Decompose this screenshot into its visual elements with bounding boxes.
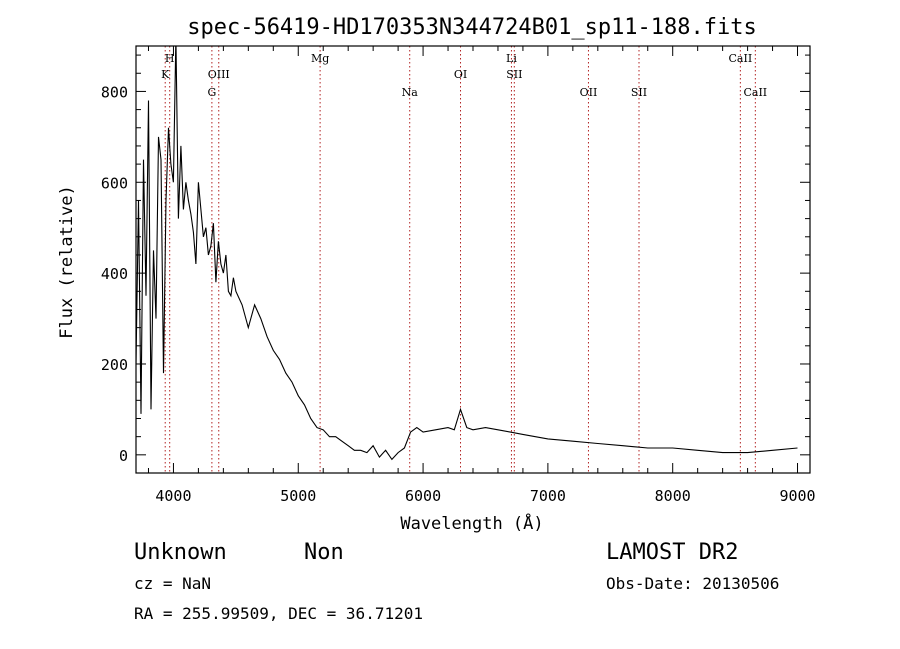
survey-label: LAMOST DR2 xyxy=(606,540,739,565)
marker-label-2: OIII xyxy=(208,68,230,81)
y-tick-label-0: 0 xyxy=(119,447,128,465)
marker-label-11: CaII xyxy=(729,52,753,65)
marker-label-6: OI xyxy=(454,68,467,81)
y-tick-label-3: 600 xyxy=(101,174,128,192)
x-tick-label-1: 5000 xyxy=(280,487,316,505)
marker-label-8: SII xyxy=(506,68,522,81)
marker-label-4: Mg xyxy=(311,52,329,65)
marker-label-1: K xyxy=(161,68,170,81)
marker-label-0: H xyxy=(165,52,175,65)
y-tick-label-1: 200 xyxy=(101,356,128,374)
x-tick-label-2: 6000 xyxy=(405,487,441,505)
redshift-label: cz = NaN xyxy=(134,574,212,593)
chart-title: spec-56419-HD170353N344724B01_sp11-188.f… xyxy=(187,15,757,40)
plot-frame xyxy=(135,45,811,474)
subclass-label: Non xyxy=(304,540,344,565)
x-tick-label-3: 7000 xyxy=(530,487,566,505)
marker-label-10: SII xyxy=(631,86,647,99)
marker-label-7: Li xyxy=(506,52,517,65)
obs-date-label: Obs-Date: 20130506 xyxy=(606,574,780,593)
y-tick-label-4: 800 xyxy=(101,83,128,101)
x-axis-label: Wavelength (Å) xyxy=(400,512,543,534)
marker-label-5: Na xyxy=(402,86,419,99)
x-tick-label-4: 8000 xyxy=(655,487,691,505)
coordinates-label: RA = 255.99509, DEC = 36.71201 xyxy=(134,604,423,623)
y-axis-label: Flux (relative) xyxy=(57,185,77,339)
x-tick-label-5: 9000 xyxy=(779,487,815,505)
marker-label-9: OII xyxy=(580,86,598,99)
marker-label-12: CaII xyxy=(743,86,767,99)
x-tick-label-0: 4000 xyxy=(155,487,191,505)
spectrum-series-line xyxy=(136,46,798,461)
axes: 4000 5000 6000 7000 8000 9000 0 200 400 600 800 xyxy=(101,45,816,505)
classification-label: Unknown xyxy=(134,540,227,565)
y-tick-label-2: 400 xyxy=(101,265,128,283)
line-markers: HK OIII G Mg Na OI Li SII OII SII CaII CaII xyxy=(161,46,767,473)
marker-label-3: G xyxy=(207,86,216,99)
